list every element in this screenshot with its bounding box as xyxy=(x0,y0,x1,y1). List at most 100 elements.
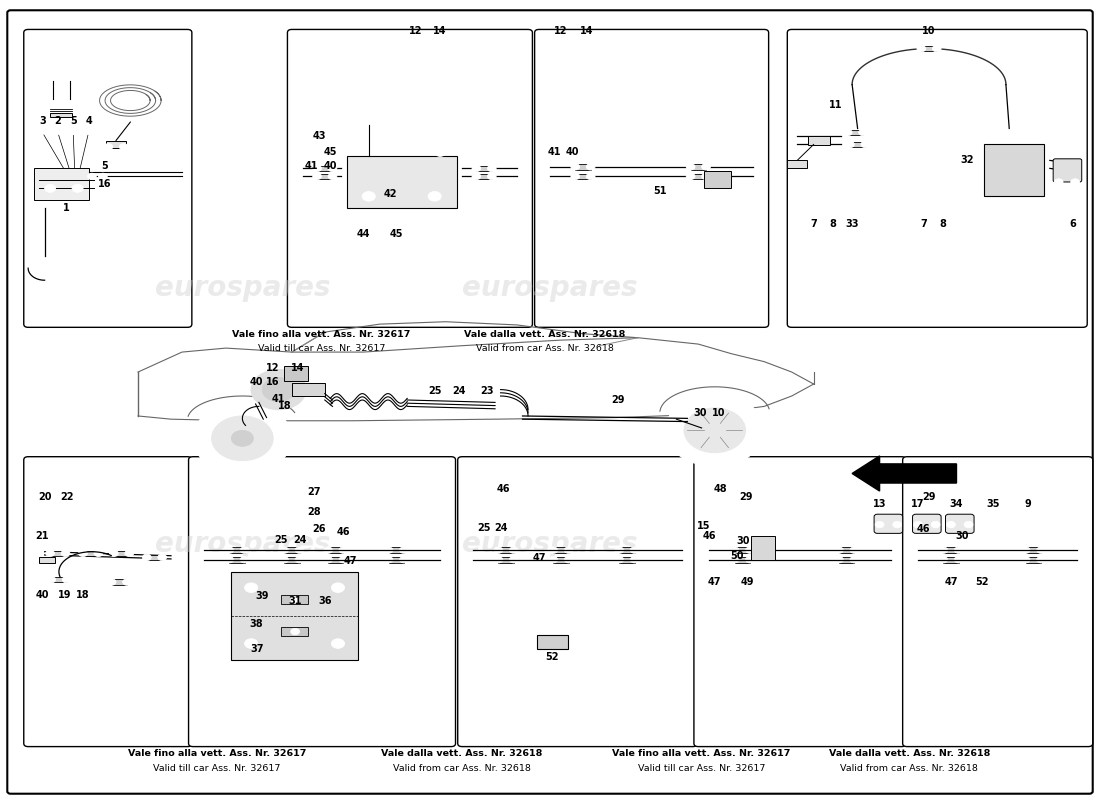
Text: eurospares: eurospares xyxy=(155,530,330,558)
Bar xyxy=(691,174,706,179)
Text: 33: 33 xyxy=(846,219,859,230)
Bar xyxy=(284,557,299,562)
Circle shape xyxy=(586,164,595,170)
Text: 25: 25 xyxy=(274,534,287,545)
Text: Vale fino alla vett. Ass. Nr. 32617: Vale fino alla vett. Ass. Nr. 32617 xyxy=(128,750,306,758)
Text: 30: 30 xyxy=(694,408,707,418)
Circle shape xyxy=(244,638,257,648)
Circle shape xyxy=(684,408,746,453)
Circle shape xyxy=(586,173,595,179)
Circle shape xyxy=(876,522,884,528)
Text: eurospares: eurospares xyxy=(155,274,330,302)
Circle shape xyxy=(290,597,299,603)
Circle shape xyxy=(1027,134,1038,142)
Circle shape xyxy=(746,557,755,563)
Text: 18: 18 xyxy=(76,590,90,600)
Circle shape xyxy=(989,134,1000,142)
Text: 13: 13 xyxy=(872,499,887,509)
Circle shape xyxy=(564,547,573,554)
Text: 14: 14 xyxy=(580,26,593,36)
Text: Valid till car Ass. Nr. 32617: Valid till car Ass. Nr. 32617 xyxy=(638,764,766,773)
Bar xyxy=(229,547,244,553)
Circle shape xyxy=(746,547,755,554)
FancyBboxPatch shape xyxy=(346,157,456,208)
Bar xyxy=(476,174,492,179)
Circle shape xyxy=(686,164,695,170)
Polygon shape xyxy=(852,456,957,491)
Circle shape xyxy=(251,370,306,410)
Circle shape xyxy=(331,638,344,648)
Text: 12: 12 xyxy=(266,363,279,373)
Bar xyxy=(553,547,569,553)
Circle shape xyxy=(1036,557,1045,563)
Circle shape xyxy=(702,173,711,179)
Text: 9: 9 xyxy=(1024,499,1032,509)
Circle shape xyxy=(79,550,88,557)
Text: 17: 17 xyxy=(911,499,925,509)
Text: 16: 16 xyxy=(98,179,112,190)
Text: 25: 25 xyxy=(428,386,441,396)
Circle shape xyxy=(494,547,503,554)
FancyBboxPatch shape xyxy=(458,457,697,746)
Text: eurospares: eurospares xyxy=(462,530,638,558)
FancyBboxPatch shape xyxy=(788,30,1087,327)
Text: 41: 41 xyxy=(272,394,285,404)
Circle shape xyxy=(861,142,870,148)
Circle shape xyxy=(231,430,253,446)
Text: 40: 40 xyxy=(250,377,263,386)
Circle shape xyxy=(630,547,639,554)
Bar xyxy=(34,169,89,200)
Text: 7: 7 xyxy=(921,219,927,230)
Circle shape xyxy=(331,583,344,593)
FancyBboxPatch shape xyxy=(24,30,191,327)
Text: 41: 41 xyxy=(548,147,561,158)
Circle shape xyxy=(356,144,370,154)
Circle shape xyxy=(399,557,408,563)
Circle shape xyxy=(939,557,948,563)
Text: 28: 28 xyxy=(307,507,320,517)
Circle shape xyxy=(955,547,964,554)
Text: 40: 40 xyxy=(565,147,579,158)
Bar xyxy=(52,577,67,582)
Text: 5: 5 xyxy=(69,116,77,126)
Circle shape xyxy=(428,191,441,201)
Text: 47: 47 xyxy=(944,577,958,587)
Text: 24: 24 xyxy=(494,522,507,533)
Bar xyxy=(476,166,492,171)
Text: 24: 24 xyxy=(452,386,465,396)
Bar xyxy=(1025,547,1041,553)
Bar xyxy=(51,550,66,556)
Circle shape xyxy=(933,46,942,52)
Circle shape xyxy=(932,522,940,528)
Circle shape xyxy=(989,200,1000,208)
Bar xyxy=(691,164,706,170)
Text: 45: 45 xyxy=(323,147,337,158)
Text: Vale fino alla vett. Ass. Nr. 32617: Vale fino alla vett. Ass. Nr. 32617 xyxy=(613,750,791,758)
Bar xyxy=(808,136,830,146)
Circle shape xyxy=(487,173,496,179)
Text: 41: 41 xyxy=(305,161,318,171)
Circle shape xyxy=(323,547,332,554)
FancyBboxPatch shape xyxy=(287,30,532,327)
Circle shape xyxy=(730,547,739,554)
FancyBboxPatch shape xyxy=(188,457,455,746)
Text: 46: 46 xyxy=(497,485,510,494)
FancyBboxPatch shape xyxy=(874,514,903,534)
Text: Valid from car Ass. Nr. 32618: Valid from car Ass. Nr. 32618 xyxy=(475,344,614,354)
FancyBboxPatch shape xyxy=(24,457,191,746)
Circle shape xyxy=(1021,557,1030,563)
Circle shape xyxy=(384,547,393,554)
Text: 49: 49 xyxy=(741,577,755,587)
Circle shape xyxy=(279,547,288,554)
Circle shape xyxy=(62,550,70,557)
Text: 4: 4 xyxy=(85,116,92,126)
Text: 27: 27 xyxy=(307,487,320,497)
Circle shape xyxy=(686,173,695,179)
Circle shape xyxy=(571,164,580,170)
Circle shape xyxy=(1070,178,1079,185)
Circle shape xyxy=(947,522,956,528)
Bar xyxy=(537,634,568,649)
Circle shape xyxy=(939,547,948,554)
Text: Vale dalla vett. Ass. Nr. 32618: Vale dalla vett. Ass. Nr. 32618 xyxy=(382,750,542,758)
Text: 47: 47 xyxy=(532,553,546,563)
